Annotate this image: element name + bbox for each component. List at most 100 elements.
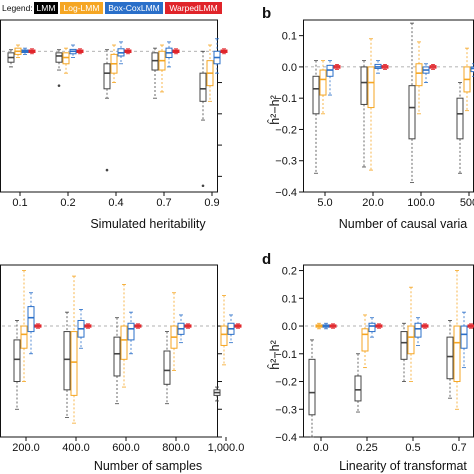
box-body — [456, 97, 464, 140]
box-c-log-lmm-3 — [170, 292, 178, 371]
box-b-lmm-0 — [312, 60, 320, 174]
panel-d-ytick-label: 0.0 — [282, 321, 297, 333]
box-body — [220, 325, 228, 346]
box-c-box-coxlmm-2 — [127, 311, 135, 355]
box-body — [120, 325, 128, 360]
box-a-log-lmm-0 — [14, 44, 22, 58]
panel-c-xtick-label: 1,000.0 — [208, 442, 245, 454]
panel-d-xtick-label: 0.5 — [405, 442, 420, 454]
panel-a-xtick-label: 0.2 — [60, 197, 75, 209]
box-c-log-lmm-1 — [70, 275, 78, 424]
box-b-box-coxlmm-1 — [374, 60, 382, 74]
panel-c-frame — [0, 264, 218, 438]
box-body — [408, 85, 416, 140]
box-body — [361, 328, 369, 352]
panel-c-xtick-label: 200.0 — [12, 442, 40, 454]
panel-b-xtick-label: 500 — [460, 197, 474, 209]
box-b-lmm-2 — [408, 22, 416, 184]
box-a-log-lmm-1 — [62, 47, 70, 74]
box-body — [367, 66, 375, 109]
box-d-box-coxlmm-3 — [460, 311, 468, 369]
box-body — [127, 322, 135, 341]
panel-c: 200.0 400.0 600.0 800.0 1,000.0 — [0, 264, 245, 454]
panel-d-xtick-label: 0.7 — [451, 442, 466, 454]
panel-b-ytick-label: −0.2 — [275, 124, 297, 136]
box-b-warpedlmm-0 — [333, 64, 341, 70]
box-body — [103, 63, 111, 90]
box-a-lmm-2 — [103, 49, 111, 172]
box-a-box-coxlmm-3 — [165, 41, 173, 68]
panel-b-ytick-label: 0.0 — [282, 62, 297, 74]
box-d-lmm-2 — [400, 322, 408, 382]
box-c-lmm-2 — [113, 317, 121, 405]
box-b-log-lmm-1 — [367, 38, 375, 171]
box-c-box-coxlmm-3 — [177, 314, 185, 344]
box-d-box-coxlmm-0 — [322, 322, 330, 330]
box-c-log-lmm-0 — [20, 270, 28, 382]
box-a-warpedlmm-2 — [124, 48, 132, 55]
box-a-log-lmm-2 — [110, 44, 118, 83]
box-body — [113, 336, 121, 377]
legend-swatch-log-lmm — [60, 2, 103, 14]
legend-swatch-warpedlmm — [165, 2, 222, 14]
outlier-point — [201, 184, 205, 188]
panel-label-b: b — [262, 5, 271, 22]
panel-c-xtick-label: 400.0 — [62, 442, 90, 454]
panel-b-frame — [303, 19, 474, 193]
box-body — [368, 322, 376, 333]
box-b-lmm-3 — [456, 82, 464, 174]
panel-d-ytick-label: −0.3 — [275, 404, 297, 416]
box-body — [319, 69, 327, 96]
box-body — [354, 375, 362, 402]
box-a-box-coxlmm-2 — [117, 41, 125, 65]
panel-d-xtick-label: 0.0 — [313, 442, 328, 454]
box-body — [163, 350, 171, 385]
box-body — [400, 331, 408, 360]
panel-b-ytick-label: 0.1 — [282, 31, 297, 43]
box-d-log-lmm-0 — [315, 322, 323, 330]
box-a-warpedlmm-0 — [28, 48, 36, 55]
panel-c-xtick-label: 800.0 — [162, 442, 190, 454]
panel-a-frame — [0, 19, 218, 193]
box-c-warpedlmm-2 — [134, 323, 142, 329]
panel-a-xtick-label: 0.7 — [156, 197, 171, 209]
box-c-lmm-3 — [163, 331, 171, 405]
panel-a-xtick-label: 0.9 — [204, 197, 219, 209]
box-d-log-lmm-3 — [453, 270, 461, 410]
box-b-box-coxlmm-0 — [326, 60, 334, 96]
box-a-warpedlmm-1 — [76, 48, 84, 55]
outlier-point — [57, 84, 61, 87]
box-c-lmm-0 — [13, 320, 21, 410]
box-d-box-coxlmm-1 — [368, 317, 376, 338]
box-c-warpedlmm-4 — [234, 323, 242, 329]
box-d-warpedlmm-1 — [375, 323, 383, 329]
box-d-log-lmm-2 — [407, 286, 415, 382]
legend-items: LMM Log-LMM Box-CoxLMM WarpedLMM — [34, 2, 222, 14]
box-a-lmm-1 — [55, 49, 63, 87]
box-body — [415, 63, 423, 87]
panel-b-ylabel: ĥ²−h² — [267, 95, 282, 125]
panel-b-xtick-label: 100.0 — [407, 197, 435, 209]
legend-label-lmm: LMM — [37, 3, 56, 13]
box-d-warpedlmm-0 — [329, 323, 337, 329]
box-c-lmm-4 — [213, 386, 221, 402]
box-body — [70, 331, 78, 396]
box-body — [199, 72, 207, 102]
box-a-log-lmm-4 — [206, 44, 214, 102]
box-body — [308, 358, 316, 416]
box-body — [13, 339, 21, 383]
box-c-box-coxlmm-1 — [77, 308, 85, 349]
box-c-box-coxlmm-0 — [27, 292, 35, 355]
legend-label-box-coxlmm: Box-CoxLMM — [108, 3, 159, 13]
box-c-log-lmm-4 — [220, 295, 228, 366]
box-d-warpedlmm-3 — [467, 323, 474, 329]
panel-d-xtick-label: 0.25 — [356, 442, 377, 454]
outlier-point — [105, 168, 109, 172]
box-b-log-lmm-0 — [319, 60, 327, 115]
box-b-log-lmm-3 — [463, 47, 471, 112]
panel-b-ytick-label: −0.1 — [275, 93, 297, 105]
box-d-lmm-3 — [446, 320, 454, 399]
box-d-warpedlmm-2 — [421, 323, 429, 329]
box-b-log-lmm-2 — [415, 41, 423, 115]
